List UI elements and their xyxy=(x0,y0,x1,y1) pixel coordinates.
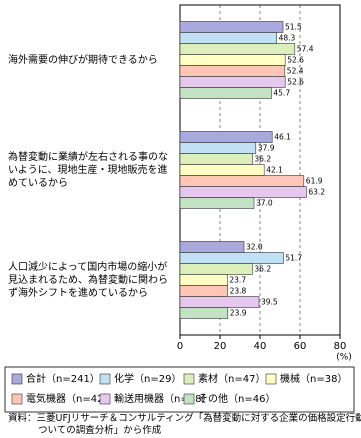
value-label: 23.7 xyxy=(229,276,246,285)
value-label: 36.2 xyxy=(254,265,271,274)
x-tick-label: 20 xyxy=(214,341,227,352)
value-label: 52.4 xyxy=(287,67,304,76)
bar xyxy=(179,263,253,275)
legend-label: 素材（n=47） xyxy=(198,372,265,385)
bar xyxy=(179,307,229,319)
value-label: 45.7 xyxy=(273,89,290,98)
bar xyxy=(179,76,286,88)
category-label: 為替変動に業績が左右される事のないように、現地生産・現地販売を進めているから xyxy=(8,151,168,189)
bar xyxy=(179,153,253,165)
bar xyxy=(179,131,273,143)
value-label: 46.1 xyxy=(274,133,291,142)
bar xyxy=(179,296,260,308)
bar xyxy=(179,175,305,187)
x-tick-label: 0 xyxy=(177,341,183,352)
value-label: 57.4 xyxy=(297,45,314,54)
legend-swatch xyxy=(99,373,111,385)
x-tick-label: 40 xyxy=(254,341,267,352)
value-label: 37.9 xyxy=(258,144,275,153)
value-label: 36.2 xyxy=(254,155,271,164)
legend-swatch xyxy=(11,393,23,405)
x-axis-label: (%) xyxy=(336,353,352,363)
bar xyxy=(179,241,245,253)
value-label: 23.8 xyxy=(230,287,247,296)
x-tick-label: 80 xyxy=(334,341,347,352)
bar xyxy=(179,65,286,77)
legend-swatch xyxy=(265,373,277,385)
bar xyxy=(179,43,296,55)
value-label: 61.9 xyxy=(306,177,323,186)
bar xyxy=(179,274,228,286)
value-label: 63.2 xyxy=(308,188,325,197)
legend-box xyxy=(4,366,355,413)
bar xyxy=(179,32,277,44)
value-label: 52.6 xyxy=(287,78,304,87)
legend-label: 化学（n=29） xyxy=(114,372,181,385)
legend-label: 輸送用機器（n=38） xyxy=(114,392,211,405)
legend-label: 機械（n=38） xyxy=(280,372,347,385)
value-label: 42.1 xyxy=(266,166,283,175)
value-label: 52.6 xyxy=(287,56,304,65)
x-tick-label: 60 xyxy=(294,341,307,352)
legend-swatch xyxy=(99,393,111,405)
category-label: 人口減少によって国内市場の縮小が見込まれるため、為替変動に関わらず海外シフトを進… xyxy=(8,261,168,299)
legend-label: その他（n=46） xyxy=(198,392,275,405)
value-label: 51.5 xyxy=(285,23,302,32)
legend-swatch xyxy=(11,373,23,385)
value-label: 48.3 xyxy=(279,34,296,43)
source-note: 資料：三菱UFJリサーチ＆コンサルティング「為替変動に対する企業の価格設定行動等… xyxy=(8,413,361,436)
bar xyxy=(179,87,272,99)
value-label: 23.9 xyxy=(230,309,247,318)
legend-label: 合計（n=241） xyxy=(26,372,100,385)
bar xyxy=(179,21,284,33)
value-label: 37.0 xyxy=(256,199,273,208)
bar xyxy=(179,164,265,176)
bar xyxy=(179,186,307,198)
legend-swatch xyxy=(183,393,195,405)
legend-swatch xyxy=(183,373,195,385)
legend-label: 電気機器（n=42） xyxy=(26,392,113,405)
value-label: 51.7 xyxy=(285,254,302,263)
bar xyxy=(179,197,255,209)
bar xyxy=(179,142,257,154)
bar xyxy=(179,285,228,297)
value-label: 32.0 xyxy=(246,243,263,252)
category-label: 海外需要の伸びが期待できるから xyxy=(8,54,158,66)
value-label: 39.5 xyxy=(261,298,278,307)
bar xyxy=(179,252,284,264)
bar xyxy=(179,54,286,66)
